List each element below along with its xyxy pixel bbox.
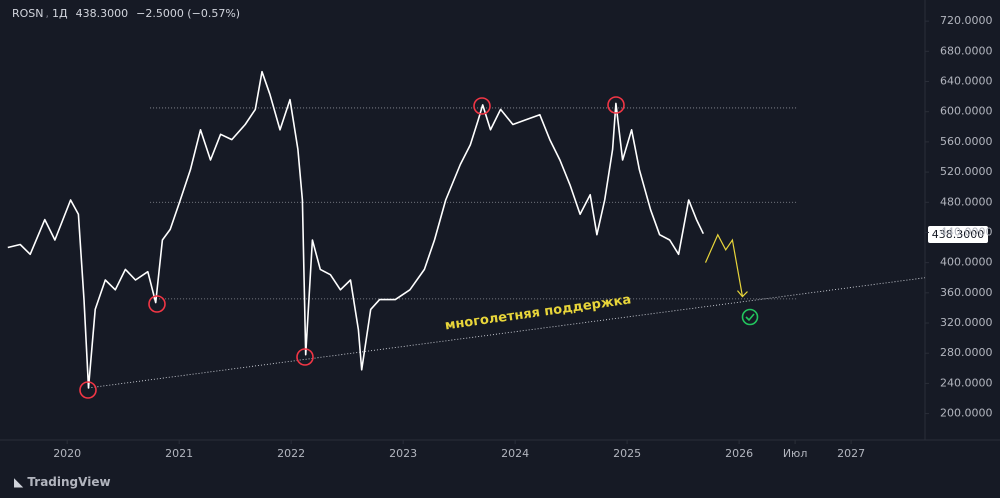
interval: 1Д bbox=[52, 7, 68, 20]
highlight-circle bbox=[296, 348, 314, 366]
price-line bbox=[7, 70, 705, 389]
target-check bbox=[745, 313, 755, 322]
y-tick-label: 360.0000 bbox=[940, 286, 993, 299]
y-tick-label: 280.0000 bbox=[940, 346, 993, 359]
target-check bbox=[741, 308, 759, 326]
y-tick-label: 720.0000 bbox=[940, 14, 993, 27]
price-label-box bbox=[928, 226, 988, 243]
change: −2.5000 (−0.57%) bbox=[136, 7, 240, 20]
last-price: 438.3000 bbox=[76, 7, 129, 20]
plot bbox=[7, 70, 925, 389]
y-tick-label: 680.0000 bbox=[940, 44, 993, 57]
x-tick-label: Июл bbox=[783, 447, 808, 460]
header: ROSN, 1Д 438.3000 −2.5000 (−0.57%) bbox=[12, 7, 240, 20]
y-tick-label: 400.0000 bbox=[940, 256, 993, 269]
y-tick-label: 560.0000 bbox=[940, 135, 993, 148]
y-tick-label: 640.0000 bbox=[940, 75, 993, 88]
highlight-circle bbox=[148, 295, 166, 313]
x-tick-label: 2027 bbox=[837, 447, 865, 460]
symbol: ROSN bbox=[12, 7, 44, 20]
highlight-circle bbox=[607, 96, 625, 114]
y-tick-label: 240.0000 bbox=[940, 376, 993, 389]
x-tick-label: 2025 bbox=[613, 447, 641, 460]
y-tick-label: 600.0000 bbox=[940, 105, 993, 118]
projection bbox=[704, 233, 744, 297]
brand: ◣ TradingView bbox=[14, 475, 111, 489]
y-tick-label: 480.0000 bbox=[940, 195, 993, 208]
y-tick-label: 440.0000 bbox=[940, 225, 993, 238]
x-tick-label: 2022 bbox=[277, 447, 305, 460]
x-tick-label: 2024 bbox=[501, 447, 529, 460]
y-tick-label: 200.0000 bbox=[940, 407, 993, 420]
brand-text: TradingView bbox=[27, 475, 110, 489]
y-tick-label: 320.0000 bbox=[940, 316, 993, 329]
x-tick-label: 2023 bbox=[389, 447, 417, 460]
highlight-circle bbox=[473, 97, 491, 115]
y-tick-label: 520.0000 bbox=[940, 165, 993, 178]
projection-arrowhead bbox=[737, 290, 748, 298]
x-tick-label: 2026 bbox=[725, 447, 753, 460]
highlights bbox=[79, 96, 625, 399]
x-tick-label: 2021 bbox=[165, 447, 193, 460]
x-tick-label: 2020 bbox=[53, 447, 81, 460]
highlight-circle bbox=[79, 381, 97, 399]
price-label: 438.3000 bbox=[932, 228, 985, 241]
